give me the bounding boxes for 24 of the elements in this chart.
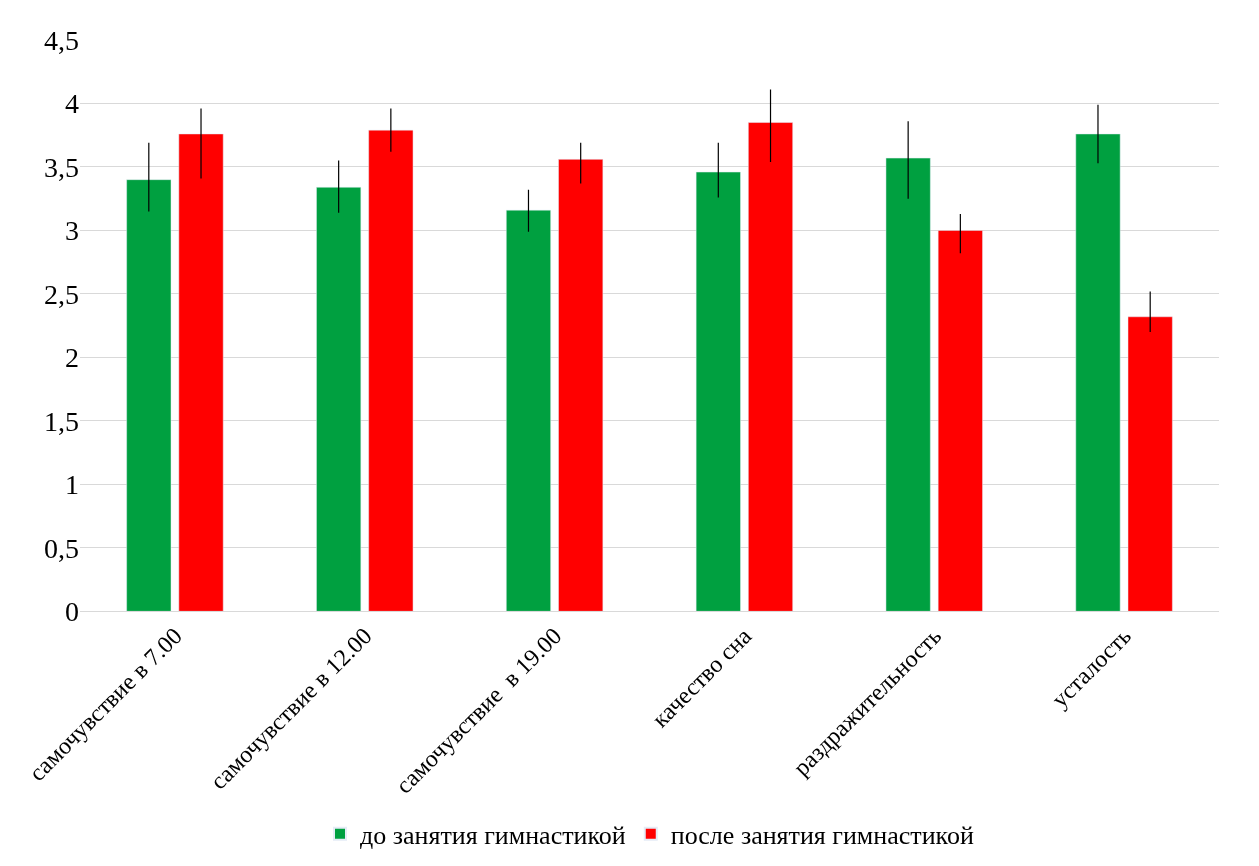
y-tick-label: 0,5: [44, 532, 79, 564]
bar: [885, 157, 931, 612]
y-tick-label: 0: [65, 596, 79, 628]
bar: [126, 179, 172, 612]
bar: [178, 133, 224, 612]
bar: [1127, 316, 1173, 612]
y-tick-label: 1,5: [44, 405, 79, 437]
y-tick-label: 4,5: [44, 24, 79, 56]
bar: [558, 159, 604, 612]
bar: [506, 209, 551, 612]
legend-label: до занятия гимнастикой: [360, 820, 626, 850]
y-tick-label: 3: [65, 215, 79, 247]
legend-label: после занятия гимнастикой: [670, 820, 974, 850]
bar: [695, 171, 741, 612]
y-tick-label: 1: [65, 469, 79, 501]
bar: [316, 187, 362, 612]
bar: [1075, 133, 1121, 612]
y-tick-label: 2: [65, 342, 79, 374]
y-tick-label: 3,5: [44, 151, 79, 183]
bar: [368, 129, 414, 612]
y-tick-label: 2,5: [44, 278, 79, 310]
bar: [937, 230, 983, 612]
bar: [748, 122, 793, 612]
y-tick-label: 4: [65, 88, 79, 120]
